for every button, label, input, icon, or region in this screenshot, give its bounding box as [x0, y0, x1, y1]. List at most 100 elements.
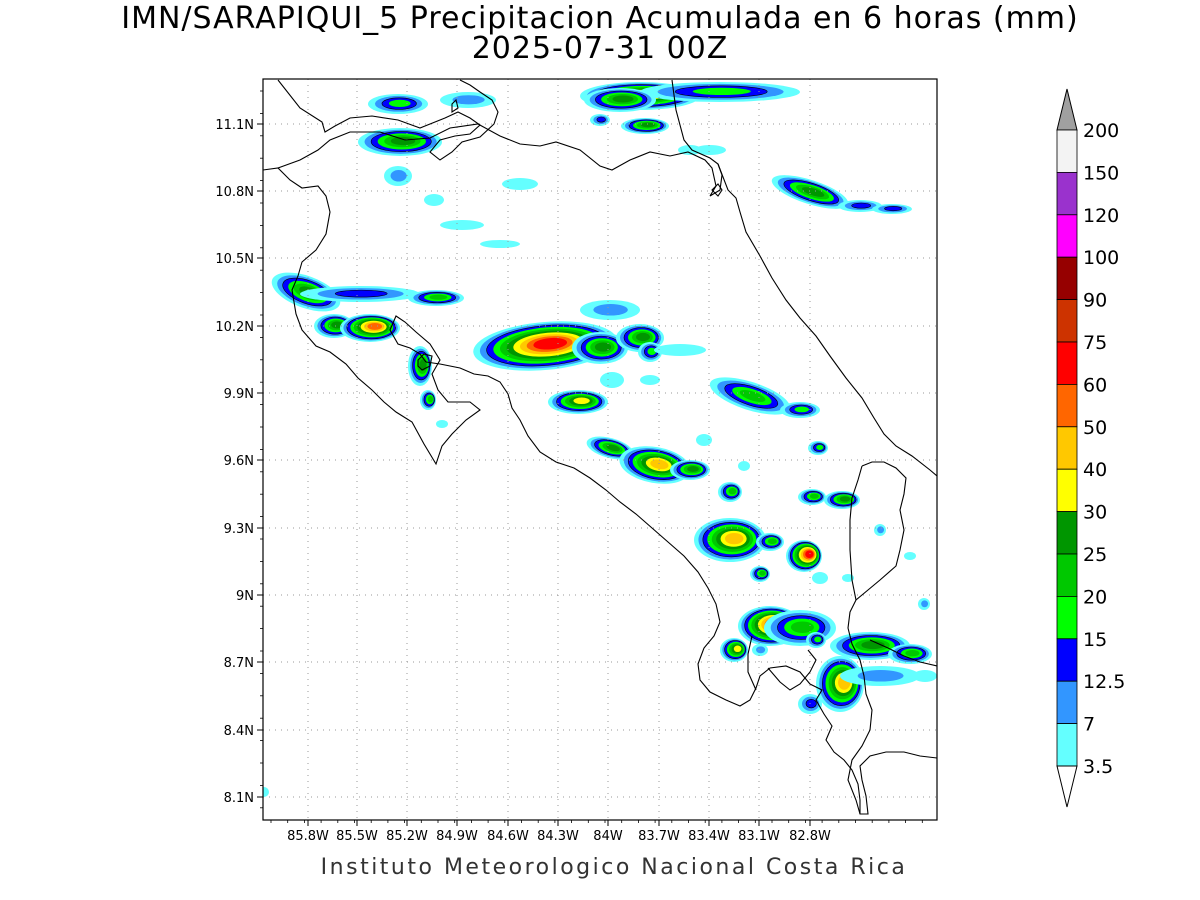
y-tick-label: 8.4N	[224, 724, 254, 739]
rain-contour	[390, 170, 407, 182]
y-tick-label: 8.7N	[224, 656, 254, 671]
y-tick-label: 8.1N	[224, 791, 254, 806]
rain-contour	[877, 526, 885, 534]
rain-cell	[771, 175, 849, 209]
rain-cell	[756, 533, 784, 551]
rain-contour	[851, 202, 872, 209]
rain-contour	[904, 552, 916, 560]
x-tick-label: 83.7W	[638, 829, 680, 844]
rain-cell	[358, 128, 442, 156]
colorbar-swatch	[1056, 511, 1078, 555]
rain-contour	[794, 406, 810, 413]
y-tick-label: 11.1N	[215, 118, 254, 133]
x-tick-label: 85.2W	[386, 829, 428, 844]
rain-cell	[408, 346, 432, 386]
colorbar-label: 60	[1083, 374, 1107, 396]
latitude-axis: 11.1N 10.8N 10.5N 10.2N 9.9N 9.6N 9.3N 9N 8.7N 8.…	[215, 90, 263, 809]
rain-cell	[300, 286, 420, 302]
rain-contour	[733, 645, 742, 653]
colorbar-label: 12.5	[1083, 671, 1125, 693]
y-tick-label: 10.8N	[215, 185, 254, 200]
rain-cell	[750, 566, 770, 582]
rain-contour	[861, 640, 885, 650]
rain-cell	[420, 390, 436, 410]
rain-cell	[904, 552, 916, 560]
rain-cell	[586, 436, 634, 460]
rain-contour	[452, 95, 485, 105]
rain-contour	[440, 220, 484, 230]
rain-cell	[584, 88, 656, 112]
rain-cell	[780, 402, 820, 418]
rain-cell	[440, 220, 484, 230]
rain-cell	[696, 434, 712, 446]
rain-contour	[263, 787, 269, 797]
colorbar-swatch	[1056, 680, 1078, 725]
rain-cell	[872, 204, 912, 214]
colorbar-label: 3.5	[1083, 756, 1113, 778]
rain-contour	[814, 636, 822, 643]
rain-cell	[694, 518, 766, 562]
rain-contour	[687, 466, 699, 472]
rain-cell	[798, 489, 826, 505]
rain-cell	[638, 342, 662, 362]
y-tick-label: 9.6N	[224, 454, 254, 469]
rain-contour	[802, 187, 825, 197]
colorbar-swatch	[1056, 129, 1078, 173]
rain-cell	[480, 240, 520, 248]
colorbar-swatch	[1056, 341, 1078, 385]
colorbar-swatch	[1056, 468, 1078, 513]
rain-cell	[263, 787, 269, 797]
rain-cell	[502, 178, 538, 190]
rain-contour	[739, 390, 766, 402]
rain-contour	[921, 600, 929, 608]
rain-contour	[756, 646, 766, 654]
rain-contour	[331, 321, 343, 329]
y-tick-label: 9.9N	[224, 387, 254, 402]
rain-contour	[842, 574, 854, 582]
rain-contour	[694, 145, 726, 155]
rain-contour	[429, 294, 448, 300]
rain-cell	[640, 375, 660, 385]
y-tick-label: 10.5N	[215, 252, 254, 267]
rain-cell	[424, 194, 444, 206]
rain-contour	[436, 420, 448, 428]
rain-cell	[590, 114, 610, 126]
x-tick-label: 84.3W	[537, 829, 579, 844]
rain-contour	[640, 375, 660, 385]
rain-cell	[548, 390, 608, 414]
colorbar-label: 75	[1083, 332, 1107, 354]
rain-cell	[340, 314, 400, 342]
y-tick-label: 9.3N	[224, 522, 254, 537]
colorbar-label: 100	[1083, 247, 1119, 269]
rain-contour	[647, 347, 657, 356]
rain-contour	[600, 372, 624, 388]
rain-contour	[809, 493, 819, 499]
colorbar-min-arrow	[1056, 765, 1078, 808]
y-tick-label: 9N	[236, 589, 254, 604]
rain-contour	[790, 621, 814, 633]
rain-cell	[913, 670, 937, 682]
rain-contour	[502, 178, 538, 190]
rain-contour	[390, 136, 416, 146]
rain-contour	[596, 116, 606, 123]
rain-cell	[918, 598, 930, 610]
rain-cell	[640, 82, 800, 102]
rain-contour	[641, 122, 655, 128]
colorbar-label: 90	[1083, 290, 1107, 312]
rain-contour	[388, 99, 411, 108]
map-grid	[263, 79, 937, 820]
rain-contour	[839, 496, 851, 502]
rain-contour	[905, 650, 920, 657]
colorbar-label: 20	[1083, 586, 1107, 608]
colorbar-swatch	[1056, 426, 1078, 470]
colorbar-label: 120	[1083, 205, 1119, 227]
rain-cell	[874, 524, 886, 536]
rain-cell	[752, 644, 768, 656]
rain-contour	[367, 322, 383, 330]
rain-cell	[436, 420, 448, 428]
rain-cell	[786, 540, 822, 572]
rain-cell	[738, 461, 750, 471]
rain-cell	[824, 491, 860, 509]
rain-contour	[692, 87, 751, 96]
colorbar-label: 30	[1083, 502, 1107, 524]
